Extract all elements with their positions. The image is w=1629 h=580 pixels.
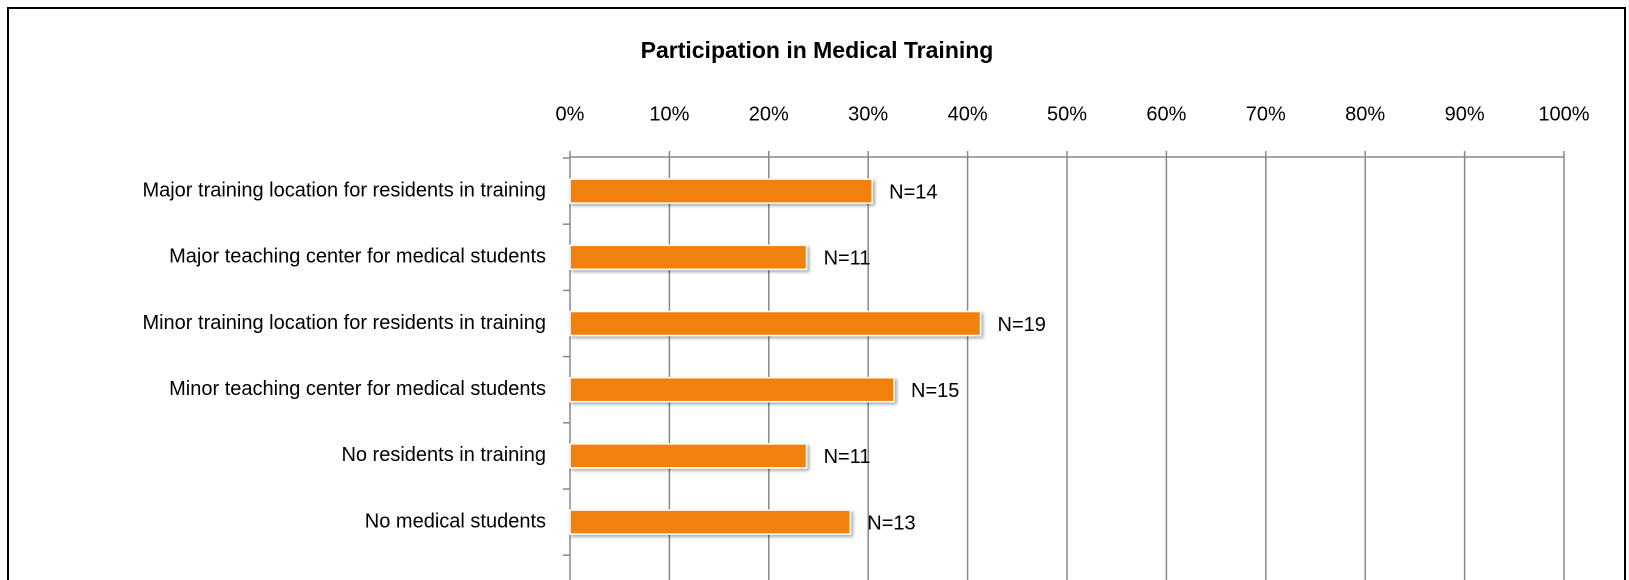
data-label: N=11 bbox=[824, 446, 871, 468]
category-label: No residents in training bbox=[341, 444, 546, 466]
x-tick-label: 0% bbox=[556, 103, 585, 125]
data-label: N=14 bbox=[889, 181, 937, 203]
data-label: N=19 bbox=[998, 314, 1046, 336]
x-tick-label: 50% bbox=[1047, 103, 1087, 125]
bar bbox=[569, 310, 982, 337]
x-tick-label: 90% bbox=[1445, 103, 1485, 125]
data-label: N=15 bbox=[911, 380, 959, 402]
x-tick-label: 100% bbox=[1538, 103, 1589, 125]
x-tick-label: 40% bbox=[948, 103, 988, 125]
category-label: No medical students bbox=[365, 510, 546, 532]
x-tick-label: 10% bbox=[649, 103, 689, 125]
x-tick-label: 60% bbox=[1146, 103, 1186, 125]
bar bbox=[569, 443, 808, 469]
x-tick-label: 20% bbox=[749, 103, 789, 125]
chart-frame bbox=[7, 7, 1626, 580]
x-tick-label: 30% bbox=[848, 103, 888, 125]
category-label: Major training location for residents in… bbox=[142, 179, 546, 201]
bar bbox=[569, 376, 895, 403]
data-label: N=11 bbox=[824, 248, 871, 270]
chart-title: Participation in Medical Training bbox=[641, 37, 994, 63]
bar bbox=[569, 244, 808, 271]
category-label: Major teaching center for medical studen… bbox=[169, 246, 546, 268]
category-label: Minor teaching center for medical studen… bbox=[169, 378, 546, 400]
category-label: Minor training location for residents in… bbox=[142, 312, 546, 334]
x-tick-label: 80% bbox=[1345, 103, 1385, 125]
bar bbox=[569, 509, 852, 535]
bar bbox=[569, 178, 873, 204]
x-tick-label: 70% bbox=[1246, 103, 1286, 125]
data-label: N=13 bbox=[867, 512, 915, 534]
